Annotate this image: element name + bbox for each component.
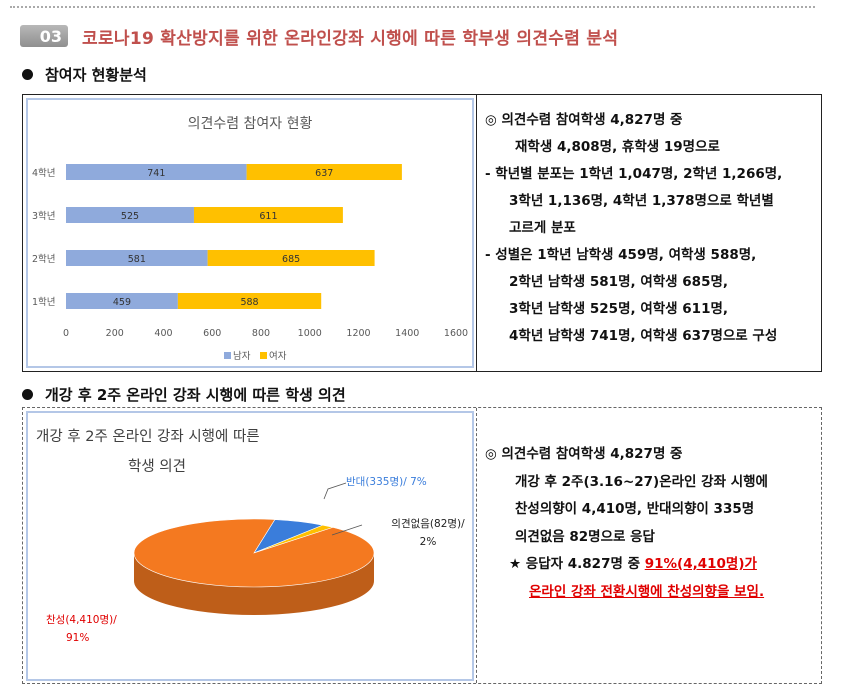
x-tick-label: 600 <box>203 328 221 339</box>
bar-segment-남자 <box>66 250 208 266</box>
pie-leader-line <box>323 482 347 500</box>
bar-data-label: 581 <box>128 254 146 265</box>
pie-slice-label: 반대(335명)/ 7% <box>346 476 427 488</box>
legend-swatch <box>260 352 267 359</box>
pie-chart: 개강 후 2주 온라인 강좌 시행에 따른 학생 의견 찬성(4,410명)/ 9… <box>36 428 465 644</box>
section-number-badge: 03 <box>20 25 68 47</box>
x-tick-label: 1600 <box>444 328 468 339</box>
bar-category-label: 3학년 <box>32 211 56 222</box>
bar-chart-title: 의견수렴 참여자 현황 <box>188 116 313 132</box>
pie-chart-panel: 개강 후 2주 온라인 강좌 시행에 따른 학생 의견 찬성(4,410명)/ 9… <box>26 411 474 681</box>
text-line: ◎ 의견수렴 참여학생 4,827명 중 <box>485 446 683 462</box>
x-tick-label: 1400 <box>395 328 419 339</box>
highlight-conclusion: 온라인 강좌 전환시행에 찬성의향을 보임. <box>529 583 765 600</box>
pie-slice-label: 91% <box>66 632 89 644</box>
bar-data-label: 685 <box>282 254 300 265</box>
bullet-icon <box>22 389 33 400</box>
pie-side-wall <box>134 553 374 615</box>
participants-box: 의견수렴 참여자 현황 1학년 459 588 2학년 581 685 3학년 525 611 4… <box>22 94 822 372</box>
pie-chart-title-line2: 학생 의견 <box>128 458 186 475</box>
bullet-icon <box>22 69 33 80</box>
bar-segment-여자 <box>207 250 375 266</box>
text-line: 2학년 남학생 581명, 여학생 685명, <box>509 274 729 290</box>
pie-slice <box>133 518 375 588</box>
opinion-box: 개강 후 2주 온라인 강좌 시행에 따른 학생 의견 찬성(4,410명)/ 9… <box>22 407 822 684</box>
bar-segment-남자 <box>66 207 194 223</box>
bar-data-label: 637 <box>315 168 333 179</box>
box-divider <box>476 408 477 683</box>
subheading-text: 개강 후 2주 온라인 강좌 시행에 따른 학생 의견 <box>45 386 346 404</box>
x-tick-label: 1200 <box>346 328 370 339</box>
bar-segment-남자 <box>66 164 247 180</box>
participants-text: ◎ 의견수렴 참여학생 4,827명 중 재학생 4,808명, 휴학생 19명… <box>485 107 782 350</box>
bar-category-label: 2학년 <box>32 254 56 265</box>
section-title: 코로나19 확산방지를 위한 온라인강좌 시행에 따른 학부생 의견수렴 분석 <box>82 28 619 49</box>
text-line: - 성별은 1학년 남학생 459명, 여학생 588명, <box>485 247 757 263</box>
x-tick-label: 0 <box>63 328 69 339</box>
bar-category-label: 1학년 <box>32 297 56 308</box>
legend-label: 남자 <box>233 351 251 362</box>
text-line: 의견없음 82명으로 응답 <box>515 528 655 545</box>
bar-data-label: 459 <box>113 297 131 308</box>
pie-chart-title-line1: 개강 후 2주 온라인 강좌 시행에 따른 <box>36 428 260 445</box>
x-tick-label: 800 <box>252 328 270 339</box>
text-line: 찬성의향이 4,410명, 반대의향이 335명 <box>515 501 755 517</box>
pie-slice-label: 찬성(4,410명)/ <box>46 614 117 626</box>
bar-data-label: 525 <box>121 211 139 222</box>
text-line: 4학년 남학생 741명, 여학생 637명으로 구성 <box>509 328 778 344</box>
bar-chart-panel: 의견수렴 참여자 현황 1학년 459 588 2학년 581 685 3학년 525 611 4… <box>26 98 474 368</box>
legend-swatch <box>224 352 231 359</box>
bar-segment-여자 <box>177 293 322 309</box>
pie-slice-label: 2% <box>420 536 437 548</box>
legend-label: 여자 <box>269 350 287 362</box>
subheading-participants: 참여자 현황분석 <box>22 64 147 85</box>
text-line: 고르게 분포 <box>509 220 576 236</box>
highlight-percent: 91%(4,410명)가 <box>644 556 757 572</box>
star-line-text: ★ 응답자 4.827명 중 <box>509 556 645 572</box>
box-divider <box>476 95 477 371</box>
top-dotted-rule <box>10 6 815 8</box>
x-tick-label: 400 <box>154 328 172 339</box>
section-header: 03 코로나19 확산방지를 위한 온라인강좌 시행에 따른 학부생 의견수렴 … <box>20 24 619 49</box>
bar-segment-여자 <box>246 164 402 180</box>
bar-chart: 의견수렴 참여자 현황 1학년 459 588 2학년 581 685 3학년 525 611 4… <box>32 116 468 362</box>
bar-data-label: 741 <box>147 168 165 179</box>
bar-segment-여자 <box>193 207 343 223</box>
pie-slice-label: 의견없음(82명)/ <box>391 517 465 530</box>
subheading-text: 참여자 현황분석 <box>45 66 147 84</box>
bar-segment-남자 <box>66 293 178 309</box>
text-line: 재학생 4,808명, 휴학생 19명으로 <box>515 139 720 155</box>
text-line: 온라인 강좌 전환시행에 찬성의향을 보임. <box>485 579 768 607</box>
text-line: 3학년 1,136명, 4학년 1,378명으로 학년별 <box>509 193 774 209</box>
pie-leader-line <box>331 524 363 536</box>
bar-data-label: 588 <box>240 297 258 308</box>
opinion-text: ◎ 의견수렴 참여학생 4,827명 중 개강 후 2주(3.16~27)온라인… <box>485 441 768 606</box>
bar-data-label: 611 <box>259 211 277 222</box>
text-line: 3학년 남학생 525명, 여학생 611명, <box>509 301 729 317</box>
text-line: ★ 응답자 4.827명 중 91%(4,410명)가 <box>485 551 768 579</box>
bar-category-label: 4학년 <box>32 168 56 179</box>
x-tick-label: 1000 <box>298 328 322 339</box>
text-line: 개강 후 2주(3.16~27)온라인 강좌 시행에 <box>515 473 768 490</box>
text-line: ◎ 의견수렴 참여학생 4,827명 중 <box>485 112 683 128</box>
text-line: - 학년별 분포는 1학년 1,047명, 2학년 1,266명, <box>485 166 783 182</box>
subheading-opinion: 개강 후 2주 온라인 강좌 시행에 따른 학생 의견 <box>22 384 346 405</box>
x-tick-label: 200 <box>106 328 124 339</box>
